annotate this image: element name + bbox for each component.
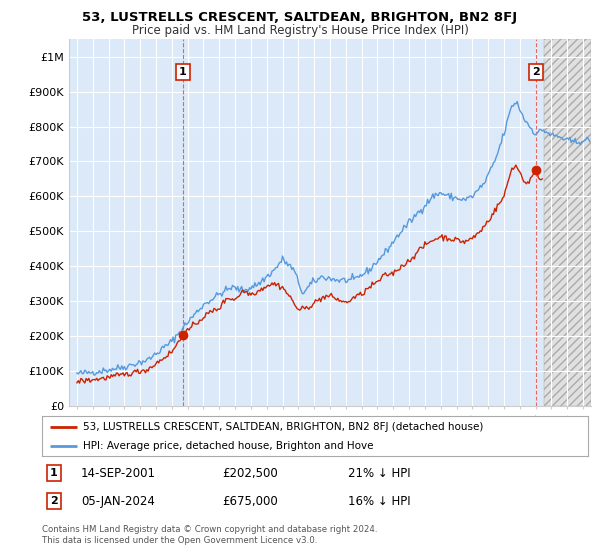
- Text: 16% ↓ HPI: 16% ↓ HPI: [348, 494, 410, 508]
- Text: 1: 1: [50, 468, 58, 478]
- Text: 53, LUSTRELLS CRESCENT, SALTDEAN, BRIGHTON, BN2 8FJ (detached house): 53, LUSTRELLS CRESCENT, SALTDEAN, BRIGHT…: [83, 422, 484, 432]
- Text: 53, LUSTRELLS CRESCENT, SALTDEAN, BRIGHTON, BN2 8FJ: 53, LUSTRELLS CRESCENT, SALTDEAN, BRIGHT…: [82, 11, 518, 24]
- Text: £675,000: £675,000: [222, 494, 278, 508]
- Text: 2: 2: [532, 67, 539, 77]
- Text: 05-JAN-2024: 05-JAN-2024: [81, 494, 155, 508]
- Text: 14-SEP-2001: 14-SEP-2001: [81, 466, 156, 480]
- Bar: [544, 39, 591, 406]
- Text: 1: 1: [179, 67, 187, 77]
- Text: HPI: Average price, detached house, Brighton and Hove: HPI: Average price, detached house, Brig…: [83, 441, 373, 450]
- Text: £202,500: £202,500: [222, 466, 278, 480]
- Text: 2: 2: [50, 496, 58, 506]
- Bar: [544, 39, 591, 406]
- Text: Contains HM Land Registry data © Crown copyright and database right 2024.
This d: Contains HM Land Registry data © Crown c…: [42, 525, 377, 545]
- Text: Price paid vs. HM Land Registry's House Price Index (HPI): Price paid vs. HM Land Registry's House …: [131, 24, 469, 37]
- Text: 21% ↓ HPI: 21% ↓ HPI: [348, 466, 410, 480]
